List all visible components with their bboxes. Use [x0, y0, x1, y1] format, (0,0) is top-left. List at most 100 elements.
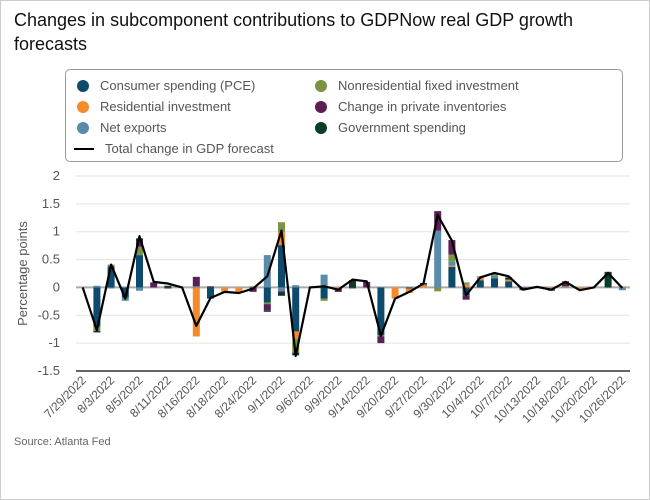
bar-segment: [405, 287, 413, 289]
bar-segment: [249, 286, 257, 288]
bar-segment: [107, 287, 115, 289]
bar-segment: [448, 266, 456, 288]
bar-segment: [207, 287, 214, 299]
y-tick-label: -1: [48, 335, 60, 350]
legend-label: Government spending: [338, 120, 466, 135]
legend-dot-icon: [77, 121, 89, 134]
chart-title: Changes in subcomponent contributions to…: [14, 10, 573, 54]
bar-segment: [576, 287, 584, 290]
legend-item-inventories[interactable]: Change in private inventories: [315, 99, 506, 114]
source-note: Source: Atlanta Fed: [14, 436, 111, 448]
y-tick-label: 1: [53, 224, 60, 239]
bar-segment: [349, 287, 356, 289]
bar-segment: [136, 255, 143, 288]
y-tick-label: -0.5: [38, 307, 60, 322]
bar-segment: [476, 280, 484, 288]
bar-segment: [164, 287, 172, 289]
bar-segment: [334, 287, 342, 289]
bar-segment: [278, 222, 285, 233]
bar-segment: [192, 276, 200, 287]
legend-item-pce[interactable]: Consumer spending (PCE): [77, 78, 255, 93]
bar-segment: [377, 287, 385, 336]
bar-segment: [278, 245, 285, 288]
legend-item-nonresidential[interactable]: Nonresidential fixed investment: [315, 78, 519, 93]
bar-segment: [263, 310, 271, 312]
bar-segment: [221, 287, 229, 292]
bar-segment: [263, 304, 271, 311]
legend-label: Net exports: [100, 120, 167, 135]
bar-segment: [278, 293, 285, 296]
bar-segment: [292, 287, 300, 332]
bar-segment: [505, 281, 513, 288]
bar-segment: [93, 287, 101, 327]
bar-segment: [192, 286, 200, 288]
bar-segment: [462, 284, 470, 288]
bar-segment: [320, 274, 328, 288]
bar-segment: [491, 275, 498, 279]
bar-segment: [448, 240, 456, 255]
bar-segment: [278, 287, 285, 292]
bar-segment: [292, 338, 300, 353]
bar-segment: [420, 284, 427, 286]
legend-item-residential[interactable]: Residential investment: [77, 99, 231, 114]
y-tick-label: 2: [53, 168, 60, 183]
legend-item-government[interactable]: Government spending: [315, 120, 466, 135]
legend-dot-icon: [315, 121, 327, 134]
bar-segment: [192, 287, 200, 337]
bar-segment: [434, 287, 442, 292]
bar-segment: [93, 331, 101, 333]
bar-segment: [434, 211, 442, 231]
total-change-line: [81, 213, 624, 358]
bar-segment: [562, 281, 569, 287]
bar-segment: [434, 230, 442, 288]
legend-dot-icon: [315, 100, 327, 113]
bar-segment: [505, 277, 513, 280]
bar-segment: [562, 286, 569, 288]
legend-item-net-exports[interactable]: Net exports: [77, 120, 166, 135]
bar-segment: [448, 254, 456, 262]
bar-segment: [263, 287, 271, 303]
bar-segment: [136, 287, 143, 291]
bar-segment: [505, 279, 513, 282]
bar-segment: [292, 331, 300, 339]
legend-label: Residential investment: [100, 99, 231, 114]
bar-segment: [136, 241, 143, 247]
legend-item-total[interactable]: Total change in GDP forecast: [74, 141, 274, 156]
y-tick-label: 0.5: [42, 252, 60, 267]
bar-segment: [491, 272, 498, 276]
y-axis-title: Percentage points: [15, 221, 30, 326]
bar-segment: [107, 266, 115, 288]
bar-segment: [164, 285, 172, 288]
bar-segment: [448, 265, 456, 267]
bar-segment: [377, 336, 385, 344]
bar-segment: [136, 246, 143, 256]
bar-segment: [349, 280, 356, 288]
bar-segment: [235, 287, 243, 293]
bar-segment: [604, 271, 612, 288]
bar-segment: [420, 285, 427, 288]
bar-segment: [491, 278, 498, 288]
bar-segment: [93, 285, 101, 288]
bar-segment: [462, 282, 470, 285]
legend-label: Nonresidential fixed investment: [338, 78, 519, 93]
legend-dot-icon: [77, 79, 89, 92]
bar-segment: [121, 287, 129, 298]
legend-dot-icon: [77, 100, 89, 113]
bar-segment: [278, 291, 285, 293]
bar-segment: [547, 287, 555, 289]
legend-label: Consumer spending (PCE): [100, 78, 256, 93]
legend-label: Total change in GDP forecast: [105, 141, 274, 156]
bar-segment: [391, 287, 399, 299]
legend: Consumer spending (PCE) Residential inve…: [65, 69, 623, 162]
bar-segment: [448, 261, 456, 266]
legend-dot-icon: [315, 79, 327, 92]
bar-segment: [207, 286, 214, 288]
bar-segment: [263, 302, 271, 305]
legend-line-icon: [74, 147, 94, 150]
legend-label: Change in private inventories: [338, 99, 507, 114]
bar-segment: [263, 255, 271, 288]
bar-segment: [618, 287, 626, 291]
bar-segment: [462, 295, 470, 300]
y-tick-label: 1.5: [42, 196, 60, 211]
